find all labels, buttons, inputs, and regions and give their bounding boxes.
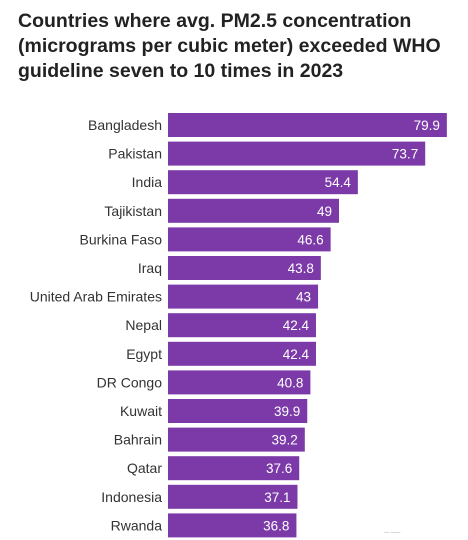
category-label-iraq: Iraq [138,260,162,276]
bar-egypt [168,341,316,366]
bar-tajikistan [168,198,340,223]
bar-burkina-faso [168,227,331,252]
value-label-kuwait: 39.9 [274,404,300,419]
category-label-qatar: Qatar [127,460,162,476]
value-label-india: 54.4 [325,175,352,190]
category-label-nepal: Nepal [125,317,162,333]
bar-indonesia [168,484,298,509]
value-label-tajikistan: 49 [317,204,332,219]
bar-pakistan [168,141,426,166]
category-label-bangladesh: Bangladesh [88,117,162,133]
bar-bahrain [168,427,305,452]
category-label-egypt: Egypt [126,346,162,362]
bar-united-arab-emirates [168,284,319,309]
category-label-united-arab-emirates: United Arab Emirates [30,289,162,305]
value-label-pakistan: 73.7 [392,147,418,162]
chart-title: Countries where avg. PM2.5 concentration… [18,10,441,82]
category-label-kuwait: Kuwait [120,403,162,419]
category-label-bahrain: Bahrain [114,432,162,448]
value-label-bangladesh: 79.9 [414,118,440,133]
bar-rwanda [168,513,297,538]
source-credit: — —— [384,530,401,536]
bar-kuwait [168,399,308,423]
category-label-burkina-faso: Burkina Faso [80,231,163,247]
category-label-pakistan: Pakistan [108,146,162,162]
value-label-burkina-faso: 46.6 [297,232,323,247]
category-label-indonesia: Indonesia [101,489,162,505]
category-label-tajikistan: Tajikistan [104,203,162,219]
value-label-united-arab-emirates: 43 [296,290,311,305]
value-label-iraq: 43.8 [288,261,314,276]
bar-nepal [168,313,316,338]
value-label-dr-congo: 40.8 [277,375,303,390]
value-label-bahrain: 39.2 [272,433,298,448]
category-label-dr-congo: DR Congo [97,374,163,390]
category-label-india: India [132,174,163,190]
category-label-rwanda: Rwanda [111,517,163,533]
value-label-egypt: 42.4 [283,347,310,362]
bar-qatar [168,456,300,481]
value-label-qatar: 37.6 [266,461,292,476]
bar-india [168,170,358,195]
value-label-indonesia: 37.1 [264,490,290,505]
value-label-nepal: 42.4 [283,318,310,333]
bar-bangladesh [168,113,447,137]
bar-dr-congo [168,370,311,395]
bar-iraq [168,256,321,280]
value-label-rwanda: 36.8 [263,518,289,533]
